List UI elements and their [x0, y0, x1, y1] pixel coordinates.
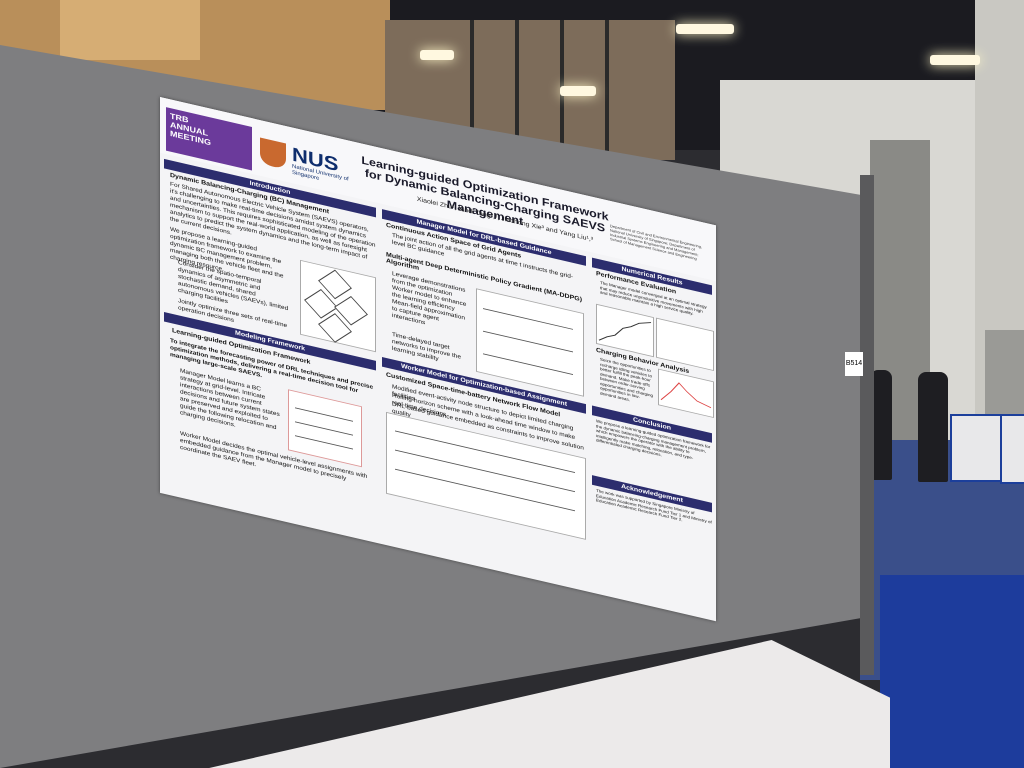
ceiling-light — [930, 55, 980, 65]
ceiling-light — [420, 50, 454, 60]
charging-line — [660, 382, 712, 409]
framework-diagram — [288, 389, 362, 468]
person — [918, 372, 948, 482]
equipment-crate — [950, 414, 1002, 482]
diagram-line — [483, 330, 573, 353]
person — [870, 370, 892, 480]
diagram-line — [395, 468, 575, 512]
booth-tag: B514 — [845, 352, 863, 376]
performance-line — [598, 322, 652, 341]
diagram-line — [295, 407, 353, 422]
diagram-line — [295, 435, 353, 450]
performance-chart — [596, 303, 654, 358]
event-logo-text: ANNUAL MEETING — [170, 120, 212, 148]
window-mullion — [470, 20, 474, 160]
diagram-line — [483, 353, 573, 376]
intro-diagram — [300, 259, 376, 353]
door — [985, 330, 1024, 420]
poster-affiliations: Department of Civil and Environmental En… — [610, 223, 703, 261]
ceiling-light — [676, 24, 734, 34]
equipment-crate — [1000, 414, 1024, 484]
poster: TRB ANNUAL MEETING NUS National Universi… — [160, 97, 716, 622]
diagram-line — [483, 308, 573, 330]
shield-icon — [260, 137, 286, 170]
diagram-line — [395, 449, 575, 493]
blue-drape — [880, 575, 1024, 768]
stairway-panel — [60, 0, 200, 60]
event-logo: TRB ANNUAL MEETING — [166, 107, 252, 171]
diagram-line — [295, 421, 353, 436]
window-mullion — [515, 20, 519, 160]
ceiling-light — [560, 86, 596, 96]
poster-board-edge — [860, 175, 874, 675]
charging-chart — [658, 368, 714, 419]
window-mullion — [605, 20, 609, 160]
